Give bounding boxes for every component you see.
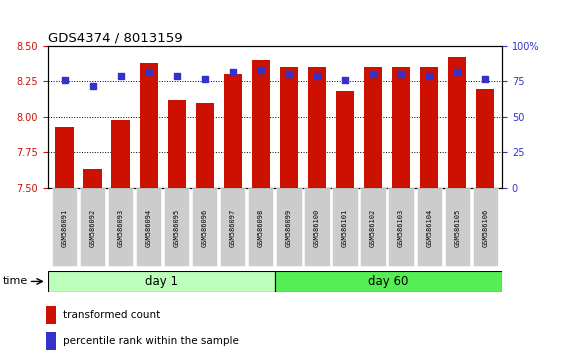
Text: GSM586093: GSM586093 xyxy=(118,208,123,247)
Bar xyxy=(108,188,134,267)
Bar xyxy=(140,63,158,188)
Bar xyxy=(84,169,102,188)
Bar xyxy=(56,127,73,188)
Text: GSM586096: GSM586096 xyxy=(202,208,208,247)
Point xyxy=(256,67,265,73)
Text: GSM586106: GSM586106 xyxy=(482,208,488,247)
Bar xyxy=(48,271,275,292)
Point xyxy=(453,69,462,74)
Bar xyxy=(276,188,302,267)
Bar xyxy=(168,100,186,188)
Point xyxy=(60,77,69,83)
Point xyxy=(341,77,350,83)
Bar xyxy=(46,306,56,324)
Bar xyxy=(196,103,214,188)
Point xyxy=(425,73,434,79)
Bar xyxy=(420,67,438,188)
Text: GSM586095: GSM586095 xyxy=(174,208,180,247)
Text: transformed count: transformed count xyxy=(63,310,160,320)
Bar xyxy=(445,188,470,267)
Bar xyxy=(448,57,466,188)
Point xyxy=(312,73,321,79)
Bar xyxy=(361,188,386,267)
Point xyxy=(88,83,97,88)
Point xyxy=(200,76,209,81)
Point xyxy=(284,72,293,77)
Point xyxy=(369,72,378,77)
Bar xyxy=(224,74,242,188)
Text: percentile rank within the sample: percentile rank within the sample xyxy=(63,336,239,346)
Text: GSM586105: GSM586105 xyxy=(454,208,460,247)
Bar xyxy=(192,188,218,267)
Bar xyxy=(336,91,354,188)
Bar xyxy=(416,188,442,267)
Text: GSM586094: GSM586094 xyxy=(146,208,151,247)
Bar xyxy=(392,67,410,188)
Bar xyxy=(280,67,298,188)
Text: GSM586101: GSM586101 xyxy=(342,208,348,247)
Bar xyxy=(220,188,246,267)
Bar xyxy=(275,271,502,292)
Point xyxy=(397,72,406,77)
Text: GSM586103: GSM586103 xyxy=(398,208,404,247)
Text: day 1: day 1 xyxy=(145,275,178,288)
Bar xyxy=(308,67,326,188)
Text: GSM586100: GSM586100 xyxy=(314,208,320,247)
Text: day 60: day 60 xyxy=(369,275,408,288)
Text: GSM586104: GSM586104 xyxy=(426,208,432,247)
Text: GSM586102: GSM586102 xyxy=(370,208,376,247)
Bar xyxy=(472,188,498,267)
Point xyxy=(481,76,490,81)
Text: time: time xyxy=(3,276,28,286)
Bar xyxy=(304,188,330,267)
Bar xyxy=(476,88,494,188)
Text: GSM586099: GSM586099 xyxy=(286,208,292,247)
Text: GSM586092: GSM586092 xyxy=(90,208,95,247)
Bar xyxy=(248,188,274,267)
Bar xyxy=(252,60,270,188)
Bar xyxy=(80,188,105,267)
Point xyxy=(172,73,181,79)
Text: GDS4374 / 8013159: GDS4374 / 8013159 xyxy=(48,31,182,44)
Point xyxy=(228,69,237,74)
Bar xyxy=(332,188,358,267)
Point xyxy=(116,73,125,79)
Bar xyxy=(136,188,162,267)
Bar xyxy=(389,188,414,267)
Bar xyxy=(112,120,130,188)
Text: GSM586097: GSM586097 xyxy=(230,208,236,247)
Text: GSM586098: GSM586098 xyxy=(258,208,264,247)
Bar xyxy=(364,67,382,188)
Bar xyxy=(52,188,77,267)
Point xyxy=(144,69,153,74)
Bar xyxy=(46,332,56,350)
Text: GSM586091: GSM586091 xyxy=(62,208,67,247)
Bar xyxy=(164,188,190,267)
